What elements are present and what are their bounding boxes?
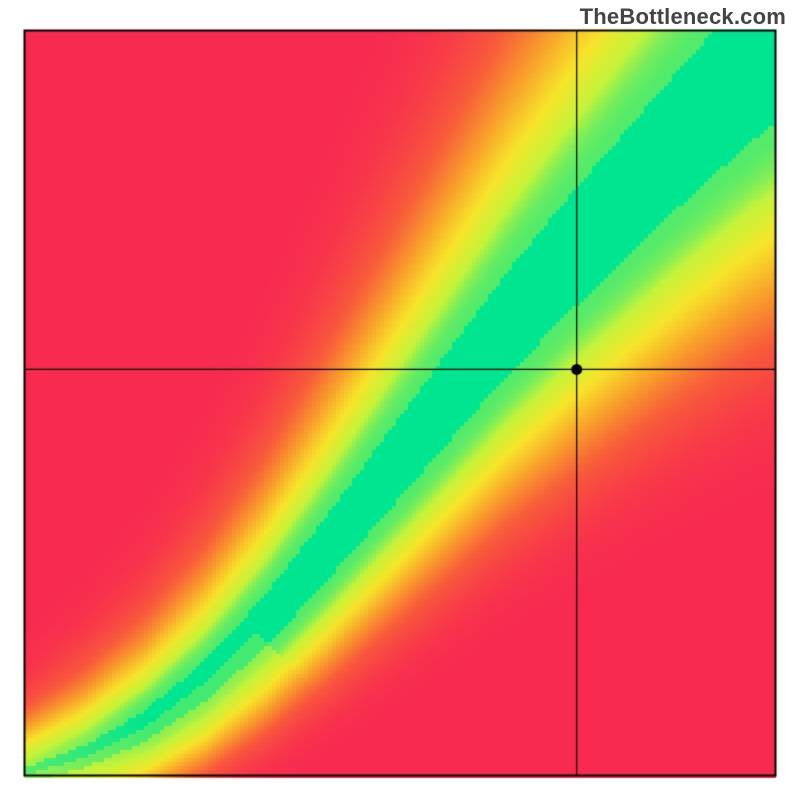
bottleneck-heatmap-container: TheBottleneck.com — [0, 0, 800, 800]
watermark-label: TheBottleneck.com — [580, 4, 786, 30]
heatmap-canvas — [0, 0, 800, 800]
